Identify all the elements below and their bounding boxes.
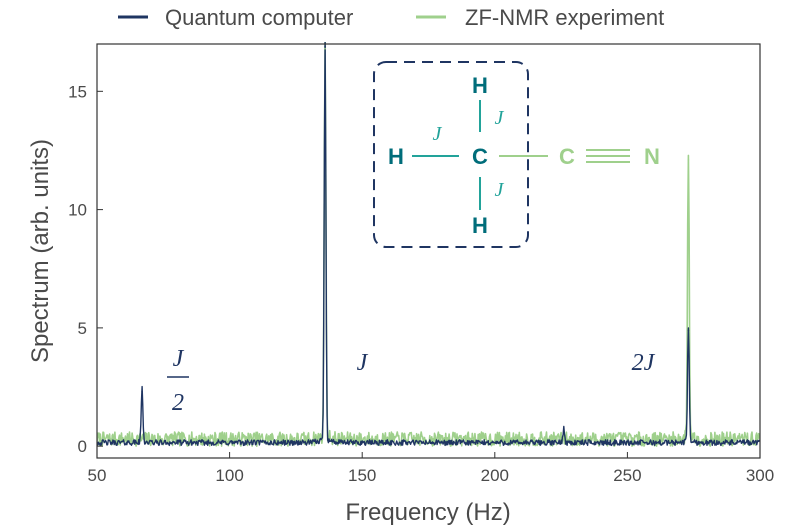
- annotation-half-j-numerator: J: [173, 346, 185, 372]
- plot-area: [97, 42, 760, 447]
- quantum-peak-point: [562, 431, 565, 433]
- y-tick-label: 15: [68, 82, 87, 101]
- y-tick-label: 0: [78, 437, 87, 456]
- x-axis-title: Frequency (Hz): [345, 499, 510, 526]
- annotation-half-j: J 2: [167, 346, 189, 416]
- legend-label-quantum: Quantum computer: [165, 5, 353, 30]
- quantum-peak-point: [324, 45, 326, 48]
- zfnmr-peak-point: [687, 159, 690, 161]
- annotation-2j: 2J: [632, 350, 656, 376]
- quantum-peak-point: [141, 390, 143, 393]
- atom-c-center: C: [472, 144, 488, 169]
- x-tick-label: 100: [215, 466, 243, 485]
- x-tick-label: 300: [746, 466, 774, 485]
- legend: Quantum computer ZF-NMR experiment: [118, 5, 664, 30]
- molecule-box: [373, 61, 529, 248]
- quantum-peak-point: [687, 329, 690, 332]
- x-tick-label: 150: [348, 466, 376, 485]
- plot-frame: [96, 43, 761, 459]
- y-tick-label: 10: [68, 201, 87, 220]
- atom-h-top: H: [472, 73, 488, 98]
- annotation-half-j-denominator: 2: [172, 390, 184, 416]
- x-tick-label: 250: [613, 466, 641, 485]
- x-tick-label: 50: [88, 466, 107, 485]
- y-tick-label: 5: [78, 319, 87, 338]
- legend-label-zfnmr: ZF-NMR experiment: [465, 5, 664, 30]
- atom-h-left: H: [388, 144, 404, 169]
- x-axis: 50 100 150 200 250 300: [88, 452, 774, 485]
- atom-n: N: [644, 144, 660, 169]
- y-axis: 0 5 10 15: [68, 82, 103, 456]
- bond-label-bottom: J: [495, 179, 505, 201]
- bond-label-left: J: [433, 123, 443, 145]
- y-axis-title: Spectrum (arb. units): [27, 139, 54, 363]
- atom-h-bottom: H: [472, 213, 488, 238]
- x-tick-label: 200: [481, 466, 509, 485]
- annotation-j: J: [357, 350, 369, 376]
- bond-label-top: J: [495, 107, 505, 129]
- series-quantum-line: [97, 42, 760, 447]
- molecule-inset: H H C H C N J J J: [373, 61, 660, 248]
- zfnmr-peak-point: [324, 47, 326, 50]
- atom-c-right: C: [559, 144, 575, 169]
